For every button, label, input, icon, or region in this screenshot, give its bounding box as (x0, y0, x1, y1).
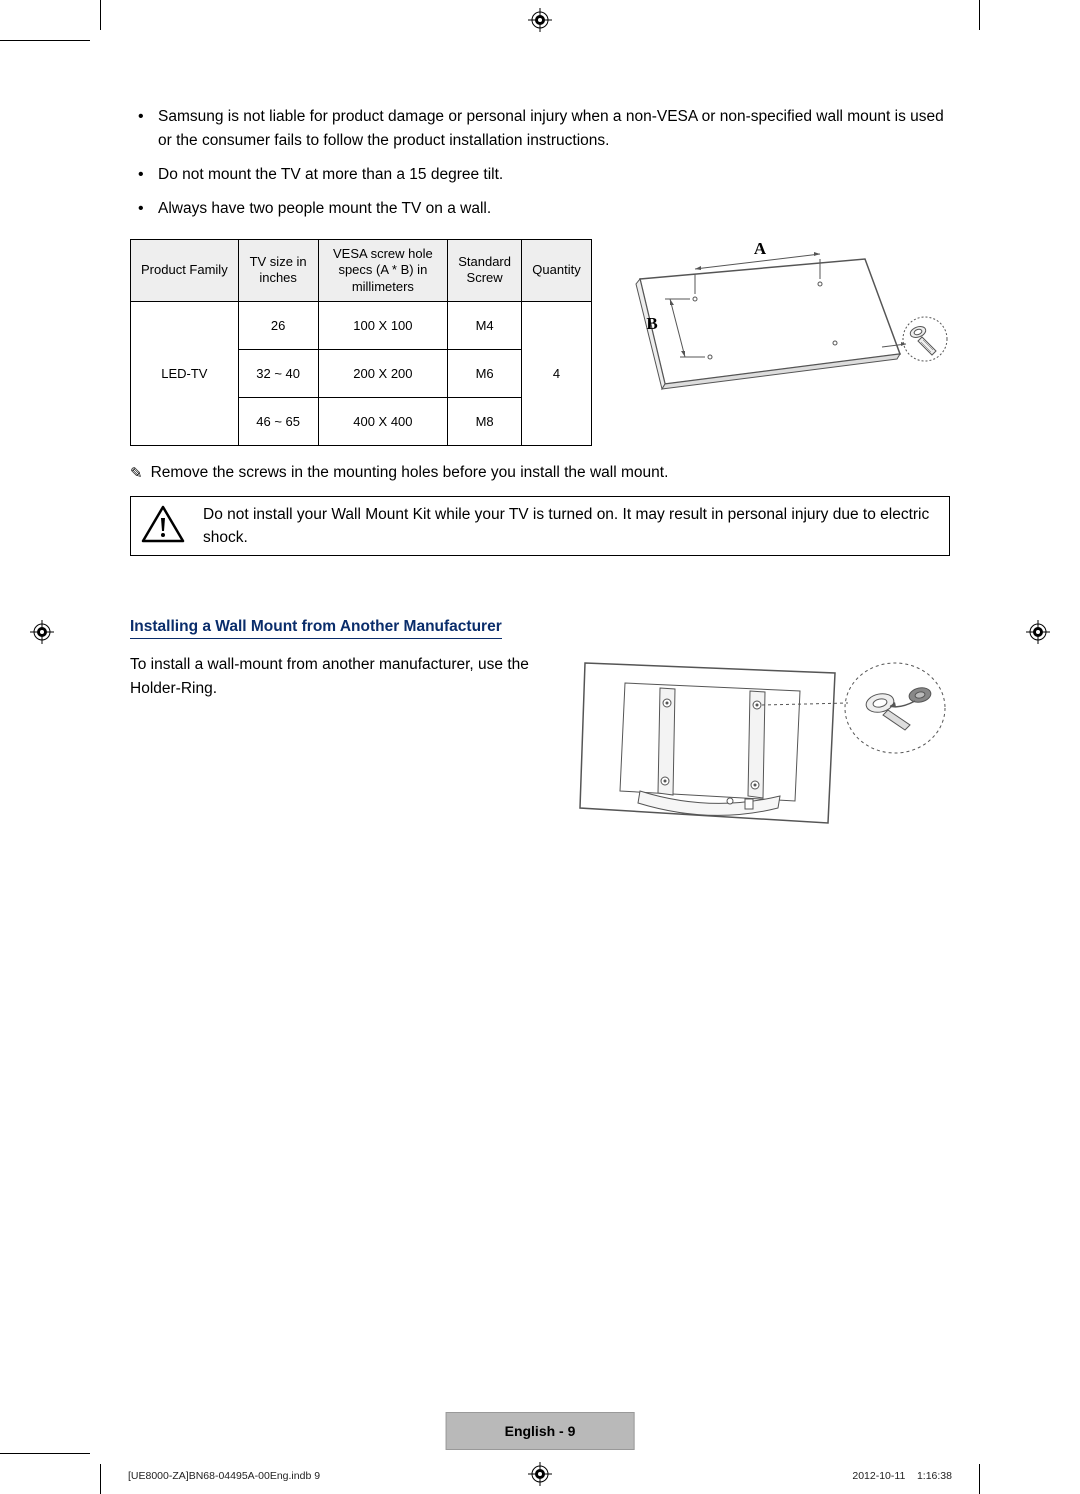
diagram-label-b: B (646, 314, 657, 333)
table-header: TV size in inches (238, 240, 318, 302)
table-header: Quantity (521, 240, 591, 302)
table-cell: 400 X 400 (318, 397, 448, 445)
table-header: VESA screw hole specs (A * B) in millime… (318, 240, 448, 302)
table-cell: 46 ~ 65 (238, 397, 318, 445)
table-cell: M8 (448, 397, 522, 445)
note-line: ✎ Remove the screws in the mounting hole… (130, 464, 950, 482)
section-heading: Installing a Wall Mount from Another Man… (130, 618, 502, 639)
diagram-label-a: A (754, 239, 767, 258)
table-cell: LED-TV (131, 301, 239, 445)
table-cell: 4 (521, 301, 591, 445)
page-content: Samsung is not liable for product damage… (130, 105, 950, 838)
registration-mark-icon (1026, 620, 1050, 644)
vesa-spec-table: Product Family TV size in inches VESA sc… (130, 239, 592, 446)
crop-mark (979, 0, 980, 30)
bullet-item: Do not mount the TV at more than a 15 de… (130, 163, 950, 187)
crop-mark (979, 1464, 980, 1494)
warning-text: Do not install your Wall Mount Kit while… (203, 503, 939, 550)
page-number-badge: English - 9 (446, 1412, 635, 1450)
registration-mark-icon (30, 620, 54, 644)
vesa-mount-diagram: A B (610, 239, 950, 409)
crop-mark (100, 0, 101, 30)
footer-filename: [UE8000-ZA]BN68-04495A-00Eng.indb 9 (128, 1470, 320, 1482)
section-body: To install a wall-mount from another man… (130, 653, 570, 700)
registration-mark-icon (528, 8, 552, 32)
holder-ring-diagram (570, 653, 950, 838)
footer-timestamp: 2012-10-11 1:16:38 (852, 1470, 952, 1482)
bullet-item: Always have two people mount the TV on a… (130, 197, 950, 221)
warning-box: Do not install your Wall Mount Kit while… (130, 496, 950, 557)
bullet-item: Samsung is not liable for product damage… (130, 105, 950, 153)
note-text: Remove the screws in the mounting holes … (151, 464, 669, 482)
table-cell: 100 X 100 (318, 301, 448, 349)
crop-mark (0, 40, 90, 41)
table-cell: 200 X 200 (318, 349, 448, 397)
warning-icon (141, 505, 185, 548)
crop-mark (0, 1453, 90, 1454)
table-cell: M6 (448, 349, 522, 397)
bullet-list: Samsung is not liable for product damage… (130, 105, 950, 221)
table-cell: 26 (238, 301, 318, 349)
note-icon: ✎ (130, 464, 143, 482)
table-cell: M4 (448, 301, 522, 349)
table-cell: 32 ~ 40 (238, 349, 318, 397)
registration-mark-icon (528, 1462, 552, 1486)
table-header: Standard Screw (448, 240, 522, 302)
crop-mark (100, 1464, 101, 1494)
table-header: Product Family (131, 240, 239, 302)
